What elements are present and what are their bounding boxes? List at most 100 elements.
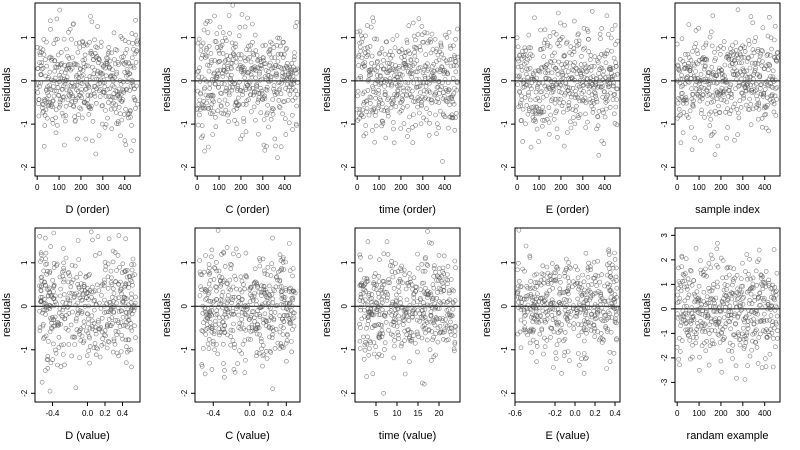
data-point <box>587 83 593 89</box>
data-point <box>131 262 137 267</box>
data-point <box>88 93 93 99</box>
data-point <box>532 68 538 74</box>
data-point <box>555 72 561 77</box>
data-point <box>36 113 42 119</box>
data-point <box>362 46 368 51</box>
data-point <box>519 118 524 123</box>
data-point <box>416 110 422 116</box>
data-point <box>453 59 459 65</box>
data-point <box>549 53 555 59</box>
data-point <box>382 51 388 57</box>
data-point <box>248 337 253 342</box>
data-point <box>270 112 276 117</box>
data-point <box>233 41 238 47</box>
data-point <box>226 57 231 63</box>
data-point <box>367 101 373 106</box>
data-point <box>539 124 545 129</box>
data-point <box>273 63 279 68</box>
data-point <box>78 271 83 277</box>
data-point <box>226 313 232 319</box>
y-axis-label: residuals <box>1 292 13 337</box>
data-point <box>544 264 550 270</box>
data-point <box>581 338 587 344</box>
data-point <box>62 316 68 322</box>
data-point <box>383 92 388 97</box>
data-point <box>675 311 680 317</box>
data-point <box>774 58 780 64</box>
data-point <box>107 299 112 305</box>
data-point <box>613 42 618 47</box>
data-point <box>581 89 586 94</box>
data-point <box>720 275 725 281</box>
data-point <box>556 337 562 343</box>
data-point <box>279 66 285 72</box>
data-point <box>603 60 609 66</box>
data-point <box>196 74 201 80</box>
data-point <box>259 88 264 94</box>
data-point <box>517 329 523 335</box>
data-point <box>773 86 778 91</box>
data-point <box>128 115 133 120</box>
data-point <box>741 55 747 60</box>
data-point <box>421 326 427 332</box>
data-point <box>38 259 43 264</box>
data-point <box>231 52 237 58</box>
data-point <box>215 108 221 113</box>
data-point <box>215 68 220 73</box>
data-point <box>202 85 208 90</box>
data-point <box>579 356 584 362</box>
data-point <box>48 26 53 32</box>
data-point <box>135 101 140 107</box>
data-point <box>55 36 60 42</box>
data-point <box>761 105 767 111</box>
data-point <box>270 97 276 102</box>
data-point <box>115 318 120 323</box>
data-point <box>753 60 759 66</box>
x-tick-label: 0.0 <box>244 409 256 418</box>
data-point <box>95 234 101 239</box>
data-point <box>87 325 93 331</box>
data-point <box>44 261 50 267</box>
data-point <box>736 295 741 301</box>
data-point <box>103 333 108 339</box>
data-point <box>611 80 617 86</box>
data-point <box>767 351 773 357</box>
data-point <box>373 90 379 95</box>
data-point <box>271 266 276 272</box>
data-point <box>108 307 114 313</box>
data-point <box>694 335 699 340</box>
data-point <box>225 332 230 338</box>
data-point <box>73 385 79 391</box>
data-point <box>41 268 47 274</box>
data-point <box>247 54 252 60</box>
data-point <box>81 72 86 78</box>
data-point <box>47 329 53 335</box>
data-point <box>423 285 428 291</box>
data-point <box>69 280 74 285</box>
data-point <box>220 74 226 79</box>
data-point <box>560 70 566 76</box>
x-tick-label: 0.4 <box>609 409 621 418</box>
data-point <box>696 93 701 99</box>
data-point <box>89 313 95 319</box>
data-point <box>419 32 425 38</box>
data-point <box>77 45 83 50</box>
data-point <box>767 52 773 58</box>
data-point <box>67 62 73 67</box>
y-axis-label: residuals <box>321 292 333 337</box>
data-point <box>290 98 296 103</box>
data-point <box>692 135 698 141</box>
data-point <box>124 349 130 355</box>
data-point <box>432 75 438 81</box>
data-point <box>561 100 566 105</box>
data-point <box>737 83 742 88</box>
data-point <box>594 283 599 289</box>
data-point <box>207 81 213 87</box>
y-tick-label: -2 <box>500 389 509 397</box>
x-tick-label: -0.6 <box>508 409 522 418</box>
data-point <box>200 52 205 58</box>
data-point <box>595 273 601 279</box>
data-point <box>423 84 429 89</box>
data-point <box>430 337 436 343</box>
data-point <box>741 319 747 325</box>
